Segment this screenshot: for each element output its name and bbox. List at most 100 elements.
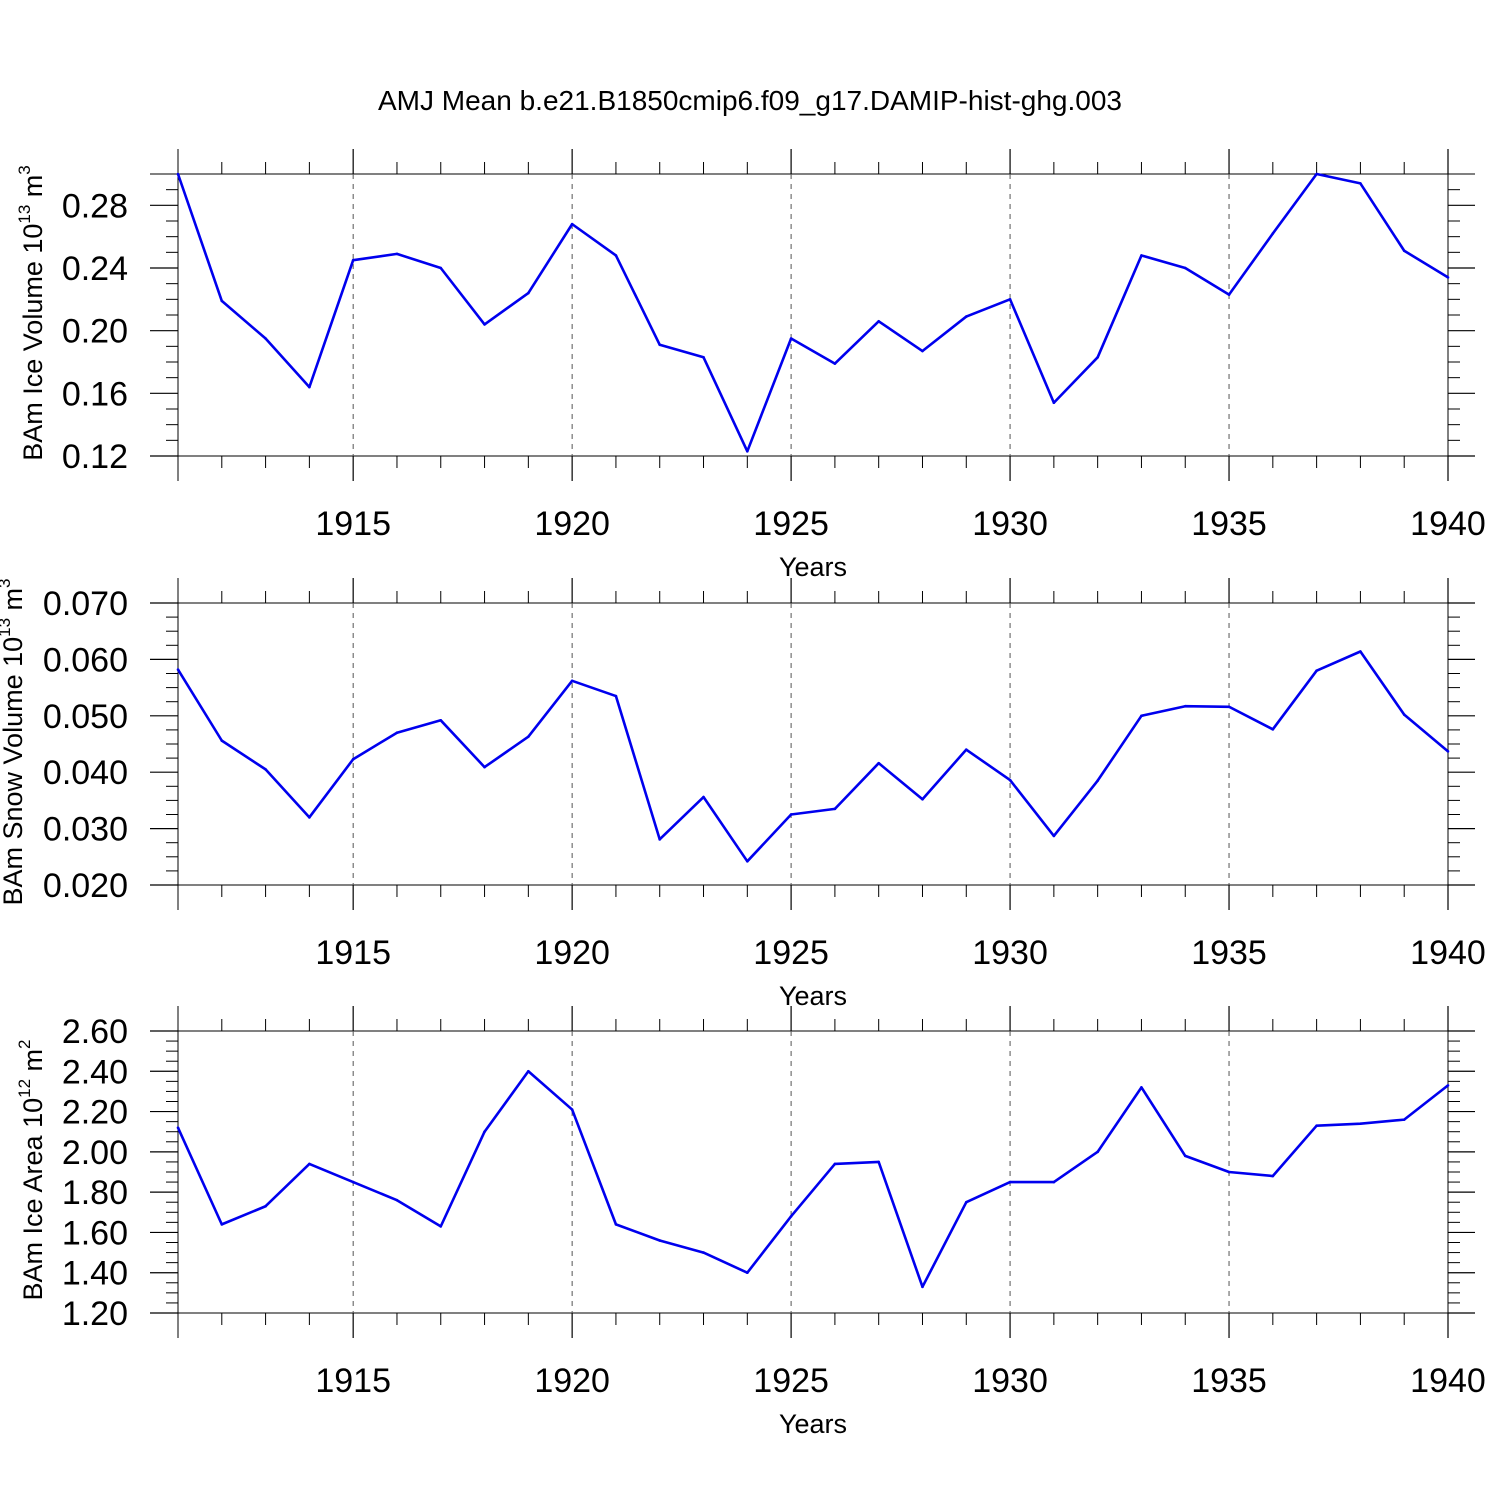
data-point bbox=[527, 1069, 530, 1073]
data-point bbox=[746, 450, 749, 453]
data-point bbox=[1315, 1124, 1318, 1127]
data-point bbox=[527, 735, 530, 738]
data-point bbox=[220, 1223, 224, 1226]
data-point bbox=[308, 385, 311, 389]
x-tick-label: 1935 bbox=[1191, 1362, 1267, 1400]
y-axis-title: BAm Ice Volume 1013 m3 bbox=[15, 165, 48, 461]
x-tick-label: 1940 bbox=[1410, 1362, 1486, 1400]
data-point bbox=[1008, 778, 1012, 782]
panel-2: 0.020 0.030 0.040 0.050 0.060 0.070 1915 1920 19… bbox=[0, 578, 1486, 1011]
data-point bbox=[877, 1160, 880, 1164]
series-line-2-1 bbox=[176, 650, 1449, 863]
data-point bbox=[483, 323, 486, 326]
data-point bbox=[220, 739, 224, 742]
data-point bbox=[264, 1204, 267, 1208]
data-point bbox=[1140, 254, 1143, 257]
y-tick-label: 0.050 bbox=[43, 698, 128, 736]
data-point bbox=[921, 1285, 924, 1289]
data-point bbox=[1227, 293, 1231, 296]
data-point bbox=[746, 1271, 749, 1275]
data-point bbox=[439, 719, 443, 722]
data-point bbox=[1008, 1180, 1012, 1184]
x-tick-label: 1925 bbox=[753, 1362, 829, 1400]
data-point bbox=[746, 860, 749, 863]
data-point bbox=[702, 795, 705, 799]
y-tick-label: 0.16 bbox=[62, 375, 128, 413]
data-point bbox=[921, 797, 924, 801]
data-point bbox=[789, 1215, 793, 1218]
data-point bbox=[1183, 1154, 1187, 1158]
data-point bbox=[1359, 1122, 1362, 1125]
data-point bbox=[1140, 714, 1143, 718]
data-point bbox=[789, 813, 793, 816]
y-tick-label: 2.40 bbox=[62, 1053, 128, 1091]
x-axis-title: Years bbox=[779, 981, 847, 1011]
data-point bbox=[395, 731, 399, 735]
data-point bbox=[1402, 713, 1406, 716]
data-point bbox=[1359, 650, 1362, 653]
data-point bbox=[527, 291, 530, 295]
data-point bbox=[570, 679, 574, 683]
data-point bbox=[351, 258, 355, 262]
y-tick-label: 1.80 bbox=[62, 1174, 128, 1212]
x-tick-label: 1920 bbox=[534, 1362, 610, 1400]
data-point bbox=[877, 761, 880, 765]
data-point bbox=[1183, 266, 1187, 270]
x-tick-label: 1925 bbox=[753, 934, 829, 972]
data-point bbox=[1227, 1170, 1231, 1174]
x-axis-title: Years bbox=[779, 1409, 847, 1439]
data-point bbox=[570, 1108, 574, 1111]
data-point bbox=[439, 266, 443, 270]
data-point bbox=[1315, 669, 1318, 672]
figure-title: AMJ Mean b.e21.B1850cmip6.f09_g17.DAMIP-… bbox=[378, 85, 1122, 116]
data-point bbox=[308, 1162, 311, 1166]
x-tick-label: 1920 bbox=[534, 505, 610, 543]
data-point bbox=[308, 816, 311, 819]
data-point bbox=[1359, 182, 1362, 185]
y-axis-title: BAm Snow Volume 1013 m3 bbox=[0, 578, 28, 905]
data-point bbox=[395, 252, 399, 256]
x-tick-label: 1925 bbox=[753, 505, 829, 543]
y-tick-label: 2.20 bbox=[62, 1094, 128, 1132]
x-tick-label: 1920 bbox=[534, 934, 610, 972]
y-tick-label: 0.20 bbox=[62, 313, 128, 351]
data-point bbox=[351, 1180, 355, 1184]
data-point bbox=[658, 1239, 662, 1242]
data-point bbox=[833, 362, 837, 365]
data-point bbox=[1008, 298, 1012, 301]
y-tick-label: 0.28 bbox=[62, 187, 128, 225]
data-point bbox=[176, 172, 180, 176]
data-point bbox=[964, 1200, 968, 1204]
x-tick-label: 1915 bbox=[315, 1362, 391, 1400]
data-point bbox=[1140, 1086, 1143, 1089]
data-point bbox=[877, 319, 880, 323]
data-point bbox=[1096, 1150, 1099, 1154]
data-point bbox=[1446, 750, 1450, 753]
data-point bbox=[1052, 834, 1056, 838]
x-tick-label: 1930 bbox=[972, 934, 1048, 972]
y-tick-label: 0.24 bbox=[62, 250, 128, 288]
data-point bbox=[1315, 172, 1318, 176]
x-tick-label: 1915 bbox=[315, 934, 391, 972]
data-point bbox=[1446, 276, 1450, 279]
x-tick-label: 1940 bbox=[1410, 934, 1486, 972]
x-tick-label: 1930 bbox=[972, 1362, 1048, 1400]
y-tick-label: 0.030 bbox=[43, 811, 128, 849]
panels: 0.12 0.16 0.20 0.24 0.28 1915 1920 1925 1930 1935… bbox=[0, 149, 1486, 1439]
x-axis-title: Years bbox=[779, 552, 847, 582]
data-point bbox=[614, 254, 618, 257]
y-axis-title: BAm Ice Area 1012 m2 bbox=[15, 1040, 48, 1301]
data-point bbox=[439, 1225, 443, 1228]
x-tick-label: 1930 bbox=[972, 505, 1048, 543]
series-line-1-1 bbox=[176, 172, 1449, 453]
panel-1: 0.12 0.16 0.20 0.24 0.28 1915 1920 1925 1930 1935… bbox=[15, 149, 1486, 582]
data-point bbox=[1183, 704, 1187, 708]
data-point bbox=[614, 1223, 618, 1226]
data-point bbox=[964, 748, 968, 751]
x-tick-label: 1915 bbox=[315, 505, 391, 543]
data-point bbox=[702, 356, 705, 359]
data-point bbox=[483, 1130, 486, 1134]
data-point bbox=[176, 668, 180, 671]
data-point bbox=[264, 337, 267, 340]
